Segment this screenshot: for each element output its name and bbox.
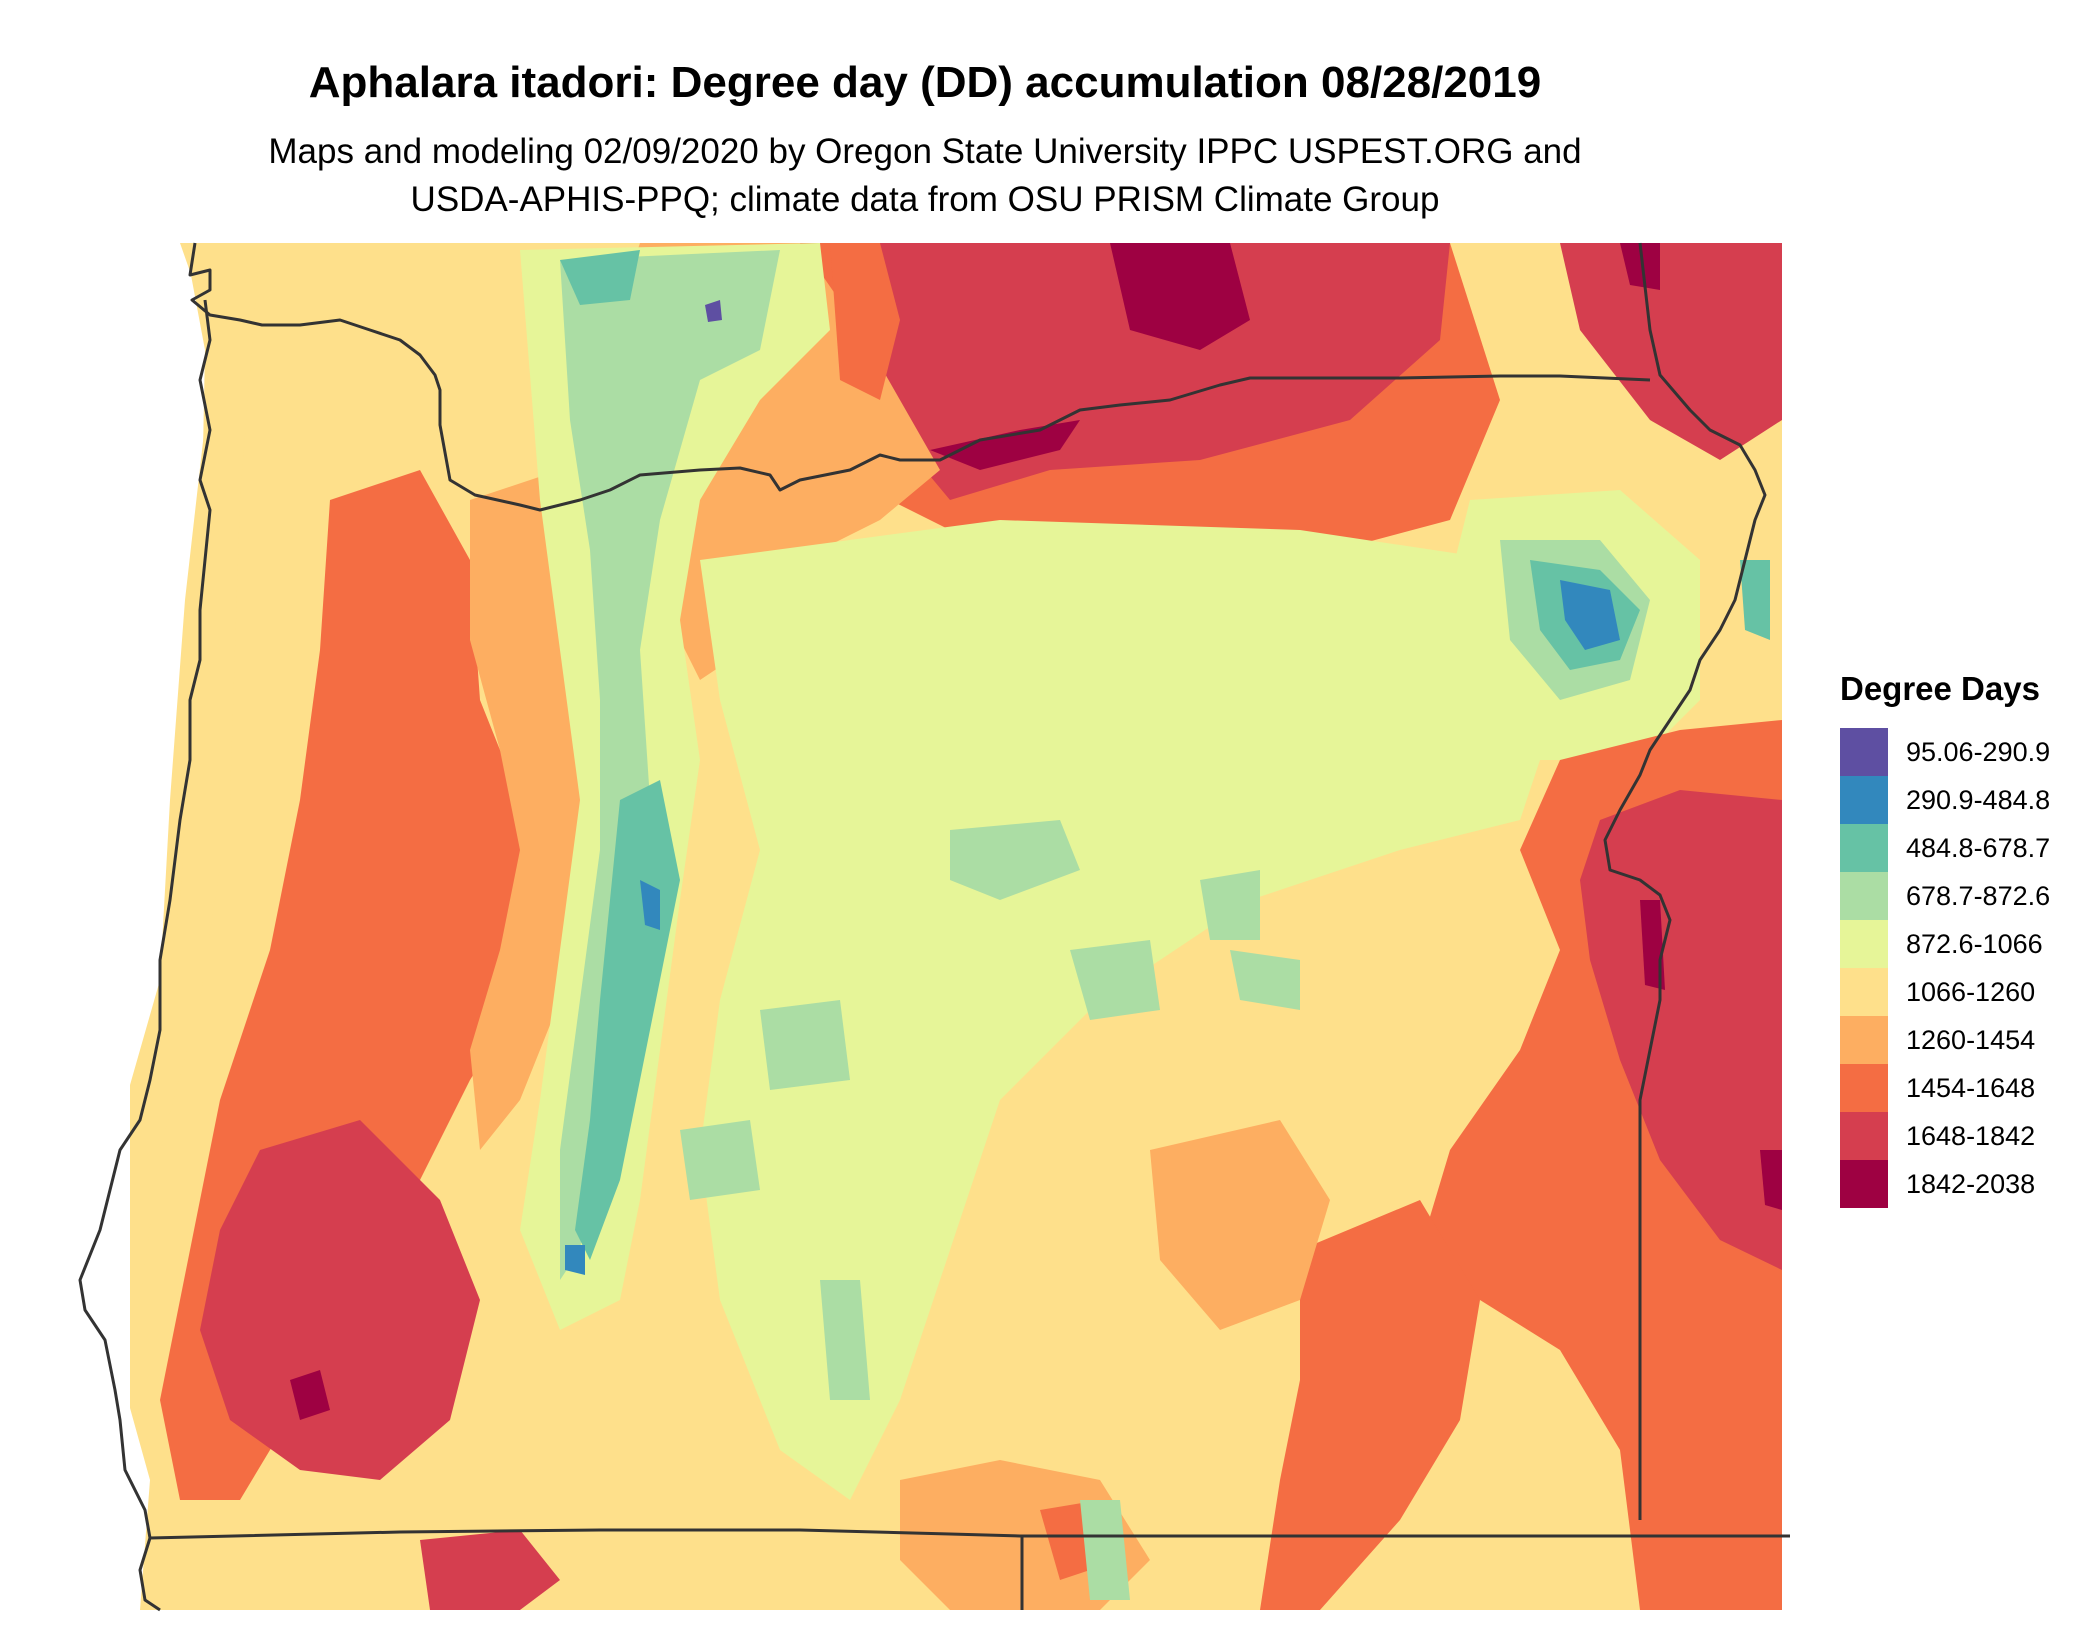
oregon-washington-border xyxy=(188,242,1651,512)
state-borders xyxy=(78,242,1790,1612)
legend-label: 1842-2038 xyxy=(1906,1168,2036,1199)
legend-swatch xyxy=(1840,728,1888,776)
legend-swatch xyxy=(1840,776,1888,824)
legend-item: 872.6-1066 xyxy=(1840,920,2090,968)
raster-blue-mountains-peak xyxy=(1560,580,1620,650)
raster-northeast-red xyxy=(1560,243,1782,460)
legend-item: 290.9-484.8 xyxy=(1840,776,2090,824)
legend-label: 1066-1260 xyxy=(1906,976,2036,1007)
oregon-idaho-border xyxy=(1603,242,1767,1520)
raster-central-green-7 xyxy=(820,1280,870,1400)
raster-central-green-4 xyxy=(760,1000,850,1090)
legend-item: 1842-2038 xyxy=(1840,1160,2090,1208)
legend-label: 1260-1454 xyxy=(1906,1024,2036,1055)
map-subtitle: Maps and modeling 02/09/2020 by Oregon S… xyxy=(0,128,1850,224)
raster-southeast-light xyxy=(1150,1120,1330,1330)
legend-swatch xyxy=(1840,968,1888,1016)
legend-label: 95.06-290.9 xyxy=(1906,736,2051,767)
raster-central-green-6 xyxy=(1230,950,1300,1010)
raster-wallowa-edge xyxy=(1740,560,1770,640)
raster-central-green-3 xyxy=(1200,870,1260,940)
raster-southwest-hot xyxy=(200,1120,480,1480)
legend-swatch xyxy=(1840,824,1888,872)
raster-snake-hottest-2 xyxy=(1760,1150,1782,1210)
legend-item: 484.8-678.7 xyxy=(1840,824,2090,872)
raster-coast xyxy=(130,243,260,1300)
legend-items: 95.06-290.9 290.9-484.8 484.8-678.7 678.7-8… xyxy=(1840,728,2090,1208)
legend-item: 95.06-290.9 xyxy=(1840,728,2090,776)
legend-item: 1648-1842 xyxy=(1840,1112,2090,1160)
legend-item: 678.7-872.6 xyxy=(1840,872,2090,920)
raster-north-green xyxy=(560,250,640,305)
legend-label: 872.6-1066 xyxy=(1906,928,2043,959)
raster-northeast-hottest xyxy=(1620,243,1660,290)
pacific-coastline xyxy=(78,299,212,1612)
legend-item: 1066-1260 xyxy=(1840,968,2090,1016)
legend-swatch xyxy=(1840,872,1888,920)
legend-swatch xyxy=(1840,1112,1888,1160)
legend-swatch xyxy=(1840,1160,1888,1208)
oregon-california-nevada-border xyxy=(149,1528,1790,1540)
raster-central-green-2 xyxy=(1070,940,1160,1020)
raster-snake-red xyxy=(1580,790,1782,1270)
legend-swatch xyxy=(1840,1016,1888,1064)
raster-hood-river-orange xyxy=(830,243,900,400)
legend-label: 484.8-678.7 xyxy=(1906,832,2051,863)
legend-label: 290.9-484.8 xyxy=(1906,784,2051,815)
legend-label: 1454-1648 xyxy=(1906,1072,2036,1103)
subtitle-line-2: USDA-APHIS-PPQ; climate data from OSU PR… xyxy=(410,180,1440,219)
map-title: Aphalara itadori: Degree day (DD) accumu… xyxy=(308,58,1542,107)
raster-southeast-orange xyxy=(1260,1200,1480,1610)
legend-title: Degree Days xyxy=(1840,670,2040,707)
raster-columbia-north-hottest xyxy=(1110,243,1250,350)
raster-columbia-ridge xyxy=(930,420,1080,470)
legend-label: 1648-1842 xyxy=(1906,1120,2036,1151)
raster-cascades-mid xyxy=(560,250,780,1280)
legend: Degree Days 95.06-290.9 290.9-484.8 484.8-… xyxy=(1840,670,2090,1208)
raster-central-green-1 xyxy=(950,820,1080,900)
legend-item: 1454-1648 xyxy=(1840,1064,2090,1112)
legend-item: 1260-1454 xyxy=(1840,1016,2090,1064)
legend-swatch xyxy=(1840,920,1888,968)
raster-cascades-peak-2 xyxy=(565,1245,585,1275)
legend-swatch xyxy=(1840,1064,1888,1112)
raster-central-green-5 xyxy=(680,1120,760,1200)
raster-cascades-peak-1 xyxy=(640,880,660,930)
degree-day-raster xyxy=(130,243,1782,1610)
subtitle-line-1: Maps and modeling 02/09/2020 by Oregon S… xyxy=(268,132,1582,171)
raster-hood-peak xyxy=(705,300,722,322)
raster-southwest-hottest xyxy=(290,1370,330,1420)
raster-south-green xyxy=(1080,1500,1130,1600)
raster-central-plateau xyxy=(700,520,1560,1500)
legend-label: 678.7-872.6 xyxy=(1906,880,2051,911)
raster-southwest-bottom xyxy=(420,1530,560,1610)
